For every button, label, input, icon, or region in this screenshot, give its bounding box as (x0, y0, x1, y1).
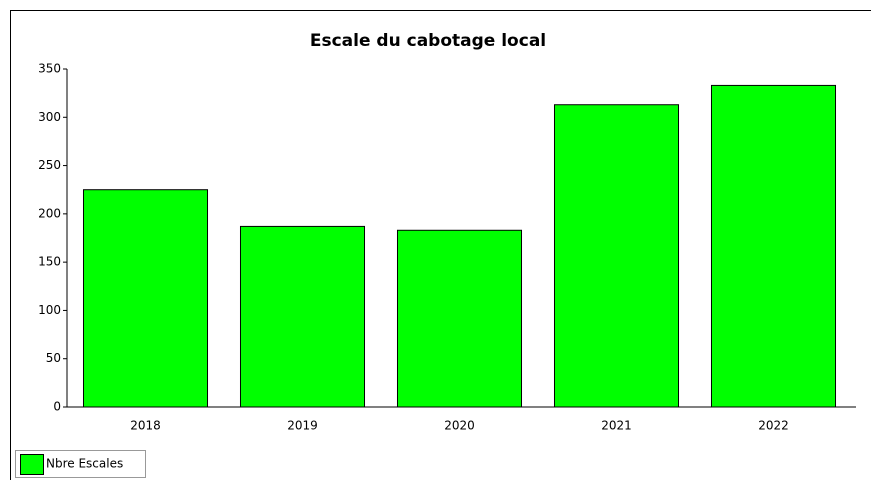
y-tick-label: 300 (38, 110, 61, 124)
y-tick-label: 250 (38, 158, 61, 172)
x-tick-label: 2020 (444, 419, 475, 433)
x-tick-label: 2019 (287, 419, 318, 433)
chart-frame (10, 10, 871, 480)
y-tick-label: 150 (38, 255, 61, 269)
y-tick-label: 0 (53, 400, 61, 414)
bar (396, 229, 523, 408)
bar (553, 104, 680, 408)
legend-swatch (20, 454, 44, 475)
y-tick-label: 100 (38, 303, 61, 317)
y-tick-label: 200 (38, 206, 61, 220)
x-tick-label: 2018 (130, 419, 161, 433)
y-tick-label: 350 (38, 62, 61, 76)
bar (710, 84, 837, 408)
legend-label: Nbre Escales (46, 457, 123, 471)
chart-title: Escale du cabotage local (310, 31, 546, 51)
bar (82, 189, 209, 408)
x-tick-label: 2022 (758, 419, 789, 433)
y-tick-label: 50 (46, 351, 61, 365)
x-tick-label: 2021 (601, 419, 632, 433)
bar (239, 225, 366, 408)
